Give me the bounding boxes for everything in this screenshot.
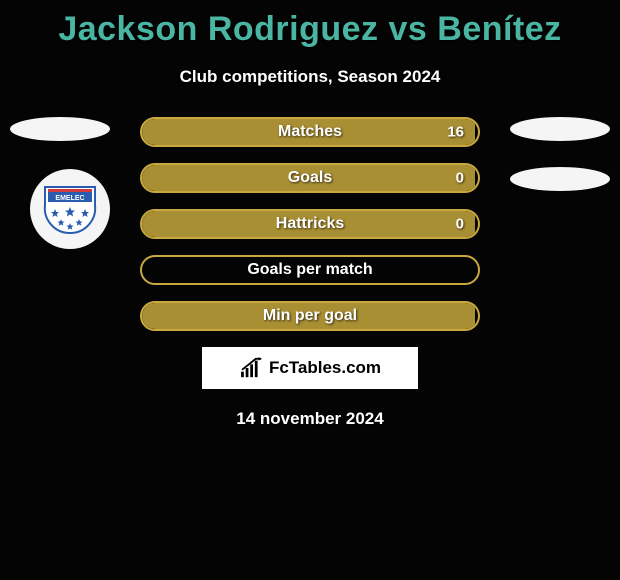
watermark: FcTables.com xyxy=(202,347,418,389)
stat-bar-value: 0 xyxy=(456,216,464,233)
date-label: 14 november 2024 xyxy=(0,409,620,429)
watermark-text: FcTables.com xyxy=(269,358,381,378)
fctables-logo-icon xyxy=(239,357,267,379)
subtitle: Club competitions, Season 2024 xyxy=(0,67,620,87)
stat-bar-label: Matches xyxy=(278,123,342,141)
player-left-placeholder xyxy=(10,117,110,141)
emelec-crest-icon: EMELEC xyxy=(40,179,100,239)
stat-bar-label: Goals per match xyxy=(247,261,372,279)
stat-bar: Goals 0 xyxy=(140,163,480,193)
stat-bar: Matches 16 xyxy=(140,117,480,147)
stat-bar: Goals per match xyxy=(140,255,480,285)
stat-bars: Matches 16 Goals 0 Hattricks 0 Goals per match… xyxy=(140,117,480,331)
club-badge-emelec: EMELEC xyxy=(30,169,110,249)
player-right-placeholder-2 xyxy=(510,167,610,191)
svg-text:EMELEC: EMELEC xyxy=(55,195,84,202)
stat-bar-label: Min per goal xyxy=(263,307,357,325)
stat-bar: Min per goal xyxy=(140,301,480,331)
comparison-content: EMELEC Matches 16 Goals 0 Hattricks 0 Goals pe… xyxy=(0,117,620,429)
stat-bar: Hattricks 0 xyxy=(140,209,480,239)
page-title: Jackson Rodriguez vs Benítez xyxy=(0,0,620,49)
stat-bar-value: 0 xyxy=(456,170,464,187)
stat-bar-label: Hattricks xyxy=(276,215,344,233)
stat-bar-label: Goals xyxy=(288,169,332,187)
player-right-placeholder-1 xyxy=(510,117,610,141)
stat-bar-value: 16 xyxy=(447,124,464,141)
